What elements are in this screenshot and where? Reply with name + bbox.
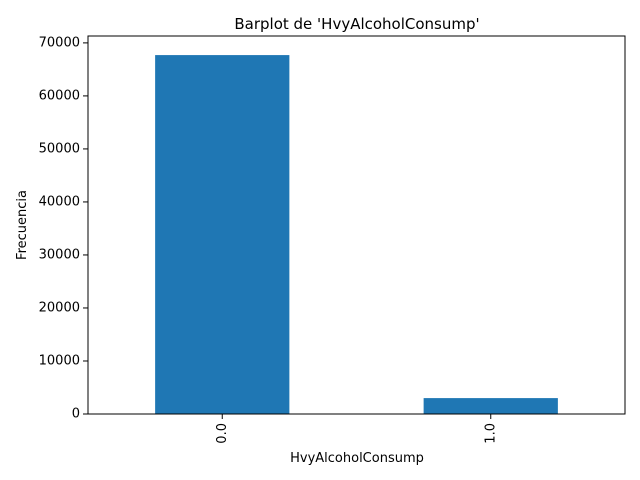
y-axis: 0 10000 20000 30000 40000 50000 60000 70000 [39, 35, 88, 422]
plot-frame [87, 35, 626, 415]
y-tick-label: 50000 [39, 141, 80, 156]
y-axis-label: Frecuencia [15, 190, 30, 260]
x-tick-label: 1.0 [483, 423, 498, 444]
y-tick-label: 10000 [39, 353, 80, 368]
x-tick-label: 0.0 [215, 423, 230, 444]
x-axis-label: HvyAlcoholConsump [290, 451, 424, 466]
y-tick-label: 70000 [39, 35, 80, 50]
y-tick-label: 30000 [39, 247, 80, 262]
y-tick-label: 0 [72, 407, 80, 422]
chart-title: Barplot de 'HvyAlcoholConsump' [234, 15, 479, 33]
bar-1.0 [423, 398, 558, 414]
y-tick-label: 60000 [39, 88, 80, 103]
y-tick-label: 40000 [39, 194, 80, 209]
bars-group [155, 55, 558, 415]
y-tick-label: 20000 [39, 300, 80, 315]
bar-0.0 [155, 55, 290, 415]
x-axis: 0.0 1.0 [215, 414, 498, 444]
